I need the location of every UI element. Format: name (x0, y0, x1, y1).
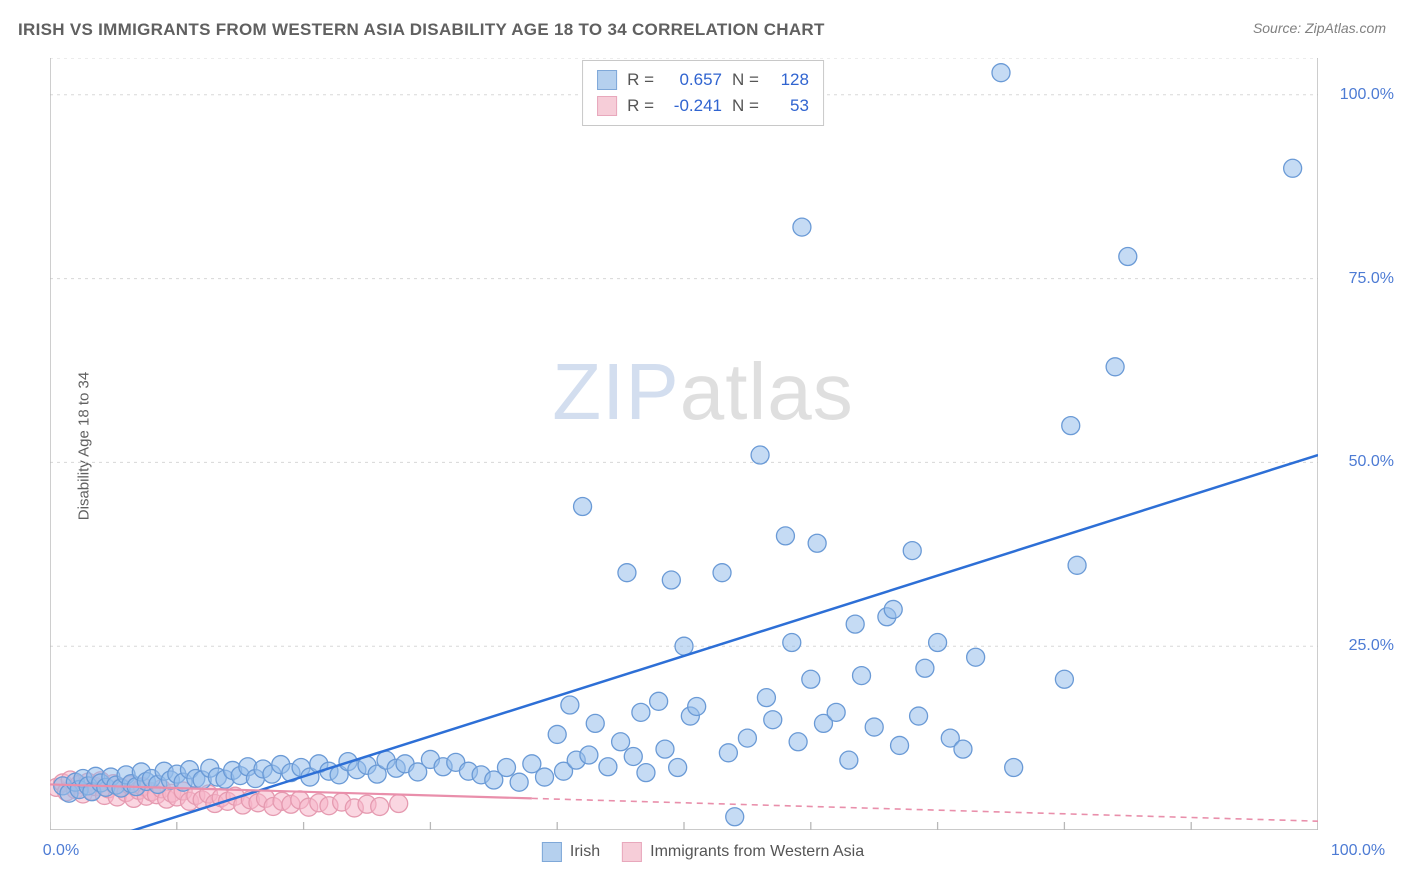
legend-row-irish: R = 0.657 N = 128 (597, 67, 809, 93)
legend-item-irish: Irish (542, 842, 600, 862)
swatch-irish (542, 842, 562, 862)
series-legend: Irish Immigrants from Western Asia (542, 842, 864, 862)
r-value-immigrants: -0.241 (664, 96, 722, 116)
legend-item-immigrants: Immigrants from Western Asia (622, 842, 864, 862)
y-tick-label: 100.0% (1340, 86, 1394, 104)
chart-title: IRISH VS IMMIGRANTS FROM WESTERN ASIA DI… (18, 20, 825, 40)
r-label: R = (627, 70, 654, 90)
x-tick-label: 100.0% (1331, 842, 1385, 860)
legend-row-immigrants: R = -0.241 N = 53 (597, 93, 809, 119)
source-attribution: Source: ZipAtlas.com (1253, 20, 1386, 36)
x-tick-label: 0.0% (43, 842, 79, 860)
r-value-irish: 0.657 (664, 70, 722, 90)
n-value-irish: 128 (769, 70, 809, 90)
y-tick-label: 25.0% (1349, 637, 1394, 655)
swatch-immigrants (622, 842, 642, 862)
n-value-immigrants: 53 (769, 96, 809, 116)
correlation-legend: R = 0.657 N = 128 R = -0.241 N = 53 (582, 60, 824, 126)
y-tick-label: 75.0% (1349, 270, 1394, 288)
swatch-immigrants (597, 96, 617, 116)
chart-svg (50, 58, 1318, 830)
n-label: N = (732, 96, 759, 116)
n-label: N = (732, 70, 759, 90)
y-tick-label: 50.0% (1349, 453, 1394, 471)
legend-label-irish: Irish (570, 843, 600, 861)
r-label: R = (627, 96, 654, 116)
legend-label-immigrants: Immigrants from Western Asia (650, 843, 864, 861)
plot-area (50, 58, 1318, 830)
swatch-irish (597, 70, 617, 90)
